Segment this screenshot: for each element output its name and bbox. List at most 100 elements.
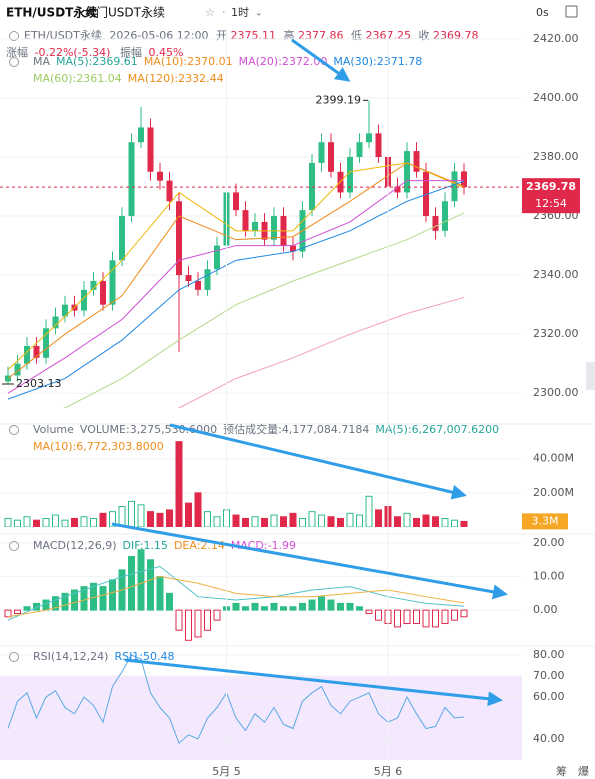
volume-bar: [413, 517, 420, 527]
macd-bar: [337, 602, 344, 611]
legend-item: DIF:1.15: [123, 539, 168, 552]
candle-body: [204, 269, 211, 290]
candle-body: [5, 375, 11, 382]
side-handle[interactable]: [586, 362, 595, 390]
chips-button[interactable]: 筹: [556, 764, 567, 778]
candle-body: [157, 171, 163, 181]
volume-bar: [356, 514, 363, 527]
interval[interactable]: 1时: [231, 6, 249, 19]
macd-bar: [52, 596, 59, 611]
y-tick-label: 2340.00: [533, 268, 579, 281]
y-tick-label: 80.00: [533, 648, 565, 661]
volume-bar: [137, 504, 145, 527]
annotations: [111, 38, 508, 707]
candle-body: [271, 216, 277, 240]
volume-bar: [80, 516, 88, 527]
volume-bar: [394, 516, 401, 527]
change-label: 涨幅: [6, 46, 28, 59]
candle-body: [252, 221, 258, 231]
legend-item: MA(60):2361.04: [33, 72, 122, 85]
volume-bar: [270, 514, 278, 527]
candle-body: [318, 142, 325, 163]
candle-body: [404, 151, 410, 193]
legend-toggle[interactable]: [9, 652, 19, 662]
change: -0.22%(-5.34): [35, 46, 111, 59]
candle-body: [214, 245, 220, 270]
y-tick-label: 40.00M: [533, 452, 574, 465]
info-toggle[interactable]: [9, 31, 19, 41]
last-price-tag: [522, 178, 580, 214]
max-label: 2399.19: [316, 93, 362, 106]
info-symbol: ETH/USDT永续: [24, 28, 102, 42]
legend-item: MA(5):2369.61: [56, 55, 138, 68]
candle-body: [375, 133, 382, 157]
legend-toggle[interactable]: [9, 541, 19, 551]
arrow: [124, 658, 503, 707]
legend-title: MA: [33, 55, 50, 68]
macd-bar: [147, 559, 154, 611]
macd-bar: [23, 606, 31, 611]
arrow: [169, 423, 467, 500]
candle-body: [356, 142, 363, 157]
candle-body: [195, 281, 201, 290]
macd-bar: [213, 609, 221, 621]
candle-body: [233, 192, 239, 211]
macd-bar: [204, 609, 211, 631]
macd-bar: [251, 602, 259, 611]
y-tick-label: 20.00: [533, 536, 565, 549]
y-tick-label: 10.00: [533, 570, 565, 583]
y-tick-label: 20.00M: [533, 486, 574, 499]
macd-bar: [441, 609, 449, 625]
symbol[interactable]: ETH/USDT永续: [6, 5, 97, 20]
macd-bar: [137, 549, 145, 611]
x-tick-label: 5月 6: [374, 765, 403, 778]
macd-bar: [42, 599, 50, 611]
legend-toggle[interactable]: [9, 57, 19, 67]
candle-body: [328, 142, 334, 172]
volume-bar: [166, 509, 173, 527]
y-tick-label: 0.00: [533, 603, 558, 616]
y-tick-label: 40.00: [533, 732, 565, 745]
candle-body: [442, 201, 448, 231]
amplitude: 0.45%: [148, 46, 183, 59]
separator: ·: [222, 6, 226, 19]
legend-toggle[interactable]: [9, 425, 19, 435]
y-tick-label: 2320.00: [533, 327, 579, 340]
info-line: ETH/USDT永续 2026-05-06 12:00 开 2375.11 高 …: [24, 28, 479, 42]
volume-bar: [147, 511, 154, 527]
macd-bar: [289, 606, 297, 611]
volume-bar: [232, 514, 240, 527]
pair[interactable]: 大门USDT永续: [84, 5, 165, 20]
volume-bar: [175, 441, 183, 527]
legend-item: 预估成交量:4,177,084.7184: [223, 422, 369, 436]
candle-body: [52, 316, 59, 329]
volume-bar: [441, 517, 449, 527]
macd-bar: [61, 592, 69, 611]
star-icon[interactable]: ☆: [205, 6, 215, 19]
burst-button[interactable]: 爆: [578, 764, 589, 778]
macd-bar: [280, 606, 287, 611]
info-low-label: 低: [351, 29, 362, 42]
window-icon[interactable]: [565, 5, 578, 18]
legend-item: MA(5):6,267,007.6200: [375, 423, 499, 436]
volume-bar: [365, 495, 373, 527]
info-line-2: 涨幅 -0.22%(-5.34) 振幅 0.45%: [6, 45, 183, 59]
macd-bar: [346, 602, 354, 611]
last-price: 2369.78: [526, 180, 576, 193]
legend-item: MA(10):6,772,303.8000: [33, 440, 164, 453]
volume-bar: [99, 512, 107, 527]
macd-bar: [242, 606, 249, 611]
volume-bar: [289, 512, 297, 527]
volume-bar: [213, 516, 221, 527]
rsi-band: [0, 676, 522, 760]
volume-bar: [90, 517, 97, 527]
macd-bar: [432, 609, 439, 628]
volume-tag: [522, 513, 568, 530]
volume-bar: [280, 516, 287, 527]
volume-bar: [432, 516, 439, 527]
y-tick-label: 2400.00: [533, 91, 579, 104]
macd-bar: [308, 599, 316, 611]
interval-caret[interactable]: ⌄: [255, 9, 263, 19]
macd-bar: [422, 609, 430, 628]
